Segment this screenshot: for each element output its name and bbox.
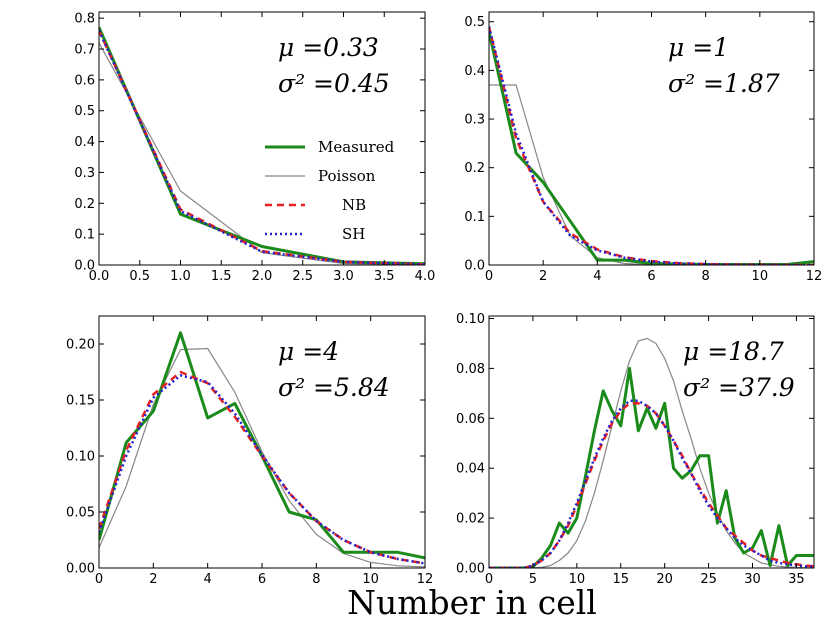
x-tick-label: 6 bbox=[258, 572, 266, 587]
y-tick-label: 0.02 bbox=[456, 512, 485, 527]
panel-1-frame bbox=[488, 11, 815, 266]
y-tick-label: 0.4 bbox=[74, 135, 95, 150]
y-tick-label: 0.10 bbox=[456, 312, 485, 327]
y-tick-label: 0.20 bbox=[66, 338, 95, 353]
x-tick-label: 12 bbox=[806, 269, 823, 284]
series-sh-line bbox=[489, 26, 814, 265]
series-poisson-line bbox=[99, 347, 425, 568]
x-tick-label: 0.0 bbox=[89, 269, 110, 284]
y-tick-label: 0.2 bbox=[464, 161, 485, 176]
panel-1-sigma: σ² =1.87 bbox=[668, 69, 780, 98]
y-tick-label: 0.8 bbox=[74, 12, 95, 27]
x-tick-label: 0 bbox=[95, 572, 103, 587]
series-sh-line bbox=[489, 399, 814, 568]
y-tick-label: 0.3 bbox=[74, 166, 95, 181]
x-tick-label: 2.5 bbox=[292, 269, 313, 284]
x-tick-label: 0.5 bbox=[129, 269, 150, 284]
y-tick-label: 0.0 bbox=[464, 259, 485, 274]
x-tick-label: 4 bbox=[204, 572, 212, 587]
panel-3: μ =18.7 σ² =37.9 0 5 10 15 20 25 30 35 0.00 0.02 0… bbox=[456, 312, 815, 587]
x-tick-label: 6 bbox=[647, 269, 655, 284]
x-tick-label: 12 bbox=[417, 572, 434, 587]
x-tick-label: 4 bbox=[593, 269, 601, 284]
panel-0-series bbox=[99, 26, 425, 265]
x-tick-label: 2.0 bbox=[252, 269, 273, 284]
x-tick-label: 8 bbox=[702, 269, 710, 284]
x-tick-label: 10 bbox=[752, 269, 769, 284]
legend-poisson-label: Poisson bbox=[318, 167, 376, 185]
x-tick-label: 20 bbox=[656, 572, 673, 587]
y-tick-label: 0.05 bbox=[66, 506, 95, 521]
panel-2: μ =4 σ² =5.84 0 2 4 6 8 10 12 0.00 0.05 0.10 0.15 0… bbox=[66, 315, 434, 587]
legend-nb-label: NB bbox=[342, 196, 366, 214]
panel-2-frame bbox=[98, 315, 426, 569]
y-tick-label: 0.00 bbox=[66, 562, 95, 577]
y-tick-label: 0.3 bbox=[464, 113, 485, 128]
panel-1-series bbox=[489, 26, 814, 265]
panel-3-series bbox=[489, 337, 814, 568]
x-tick-label: 10 bbox=[569, 572, 586, 587]
y-tick-label: 0.1 bbox=[74, 228, 95, 243]
y-tick-label: 0.04 bbox=[456, 462, 485, 477]
series-nb-line bbox=[99, 29, 425, 265]
series-measured-line bbox=[489, 366, 814, 568]
y-tick-label: 0.15 bbox=[66, 394, 95, 409]
y-tick-label: 0.1 bbox=[464, 210, 485, 225]
legend: Measured Poisson NB SH bbox=[265, 138, 395, 243]
x-tick-label: 30 bbox=[744, 572, 761, 587]
x-tick-label: 10 bbox=[362, 572, 379, 587]
y-tick-label: 0.06 bbox=[456, 412, 485, 427]
series-sh-line bbox=[99, 374, 425, 565]
panel-1: μ =1 σ² =1.87 0 2 4 6 8 10 12 0.0 0.1 0.2 0.3 0.4 0.… bbox=[464, 11, 823, 284]
y-tick-label: 0.00 bbox=[456, 562, 485, 577]
panel-2-series bbox=[99, 331, 425, 568]
panel-0: μ =0.33 σ² =0.45 Measured Poisson NB SH 0.0… bbox=[74, 11, 436, 284]
x-tick-label: 2 bbox=[539, 269, 547, 284]
x-tick-label: 2 bbox=[149, 572, 157, 587]
panel-3-sigma: σ² =37.9 bbox=[683, 373, 795, 402]
series-nb-line bbox=[489, 26, 814, 265]
panel-0-sigma: σ² =0.45 bbox=[278, 69, 390, 98]
x-tick-label: 3.0 bbox=[333, 269, 354, 284]
y-tick-label: 0.6 bbox=[74, 73, 95, 88]
x-tick-label: 0 bbox=[485, 269, 493, 284]
series-poisson-line bbox=[489, 337, 814, 568]
y-tick-label: 0.5 bbox=[464, 15, 485, 30]
y-tick-label: 0.4 bbox=[464, 64, 485, 79]
x-tick-label: 8 bbox=[312, 572, 320, 587]
series-measured-line bbox=[99, 331, 425, 560]
y-tick-label: 0.10 bbox=[66, 450, 95, 465]
x-tick-label: 15 bbox=[612, 572, 629, 587]
panel-2-mu: μ =4 bbox=[278, 337, 339, 366]
legend-measured-label: Measured bbox=[318, 138, 395, 156]
x-tick-label: 5 bbox=[529, 572, 537, 587]
panel-3-frame bbox=[488, 315, 815, 569]
x-tick-label: 3.5 bbox=[374, 269, 395, 284]
x-tick-label: 1.0 bbox=[170, 269, 191, 284]
y-tick-label: 0.0 bbox=[74, 259, 95, 274]
y-tick-label: 0.5 bbox=[74, 104, 95, 119]
panel-1-mu: μ =1 bbox=[668, 33, 729, 62]
x-tick-label: 25 bbox=[700, 572, 717, 587]
legend-sh-label: SH bbox=[342, 225, 365, 243]
series-measured-line bbox=[489, 31, 814, 265]
panel-3-mu: μ =18.7 bbox=[683, 337, 784, 366]
x-tick-label: 35 bbox=[788, 572, 805, 587]
y-tick-label: 0.2 bbox=[74, 197, 95, 212]
x-tick-label: 0 bbox=[485, 572, 493, 587]
x-tick-label: 4.0 bbox=[415, 269, 436, 284]
y-tick-label: 0.7 bbox=[74, 43, 95, 58]
y-tick-label: 0.08 bbox=[456, 362, 485, 377]
x-tick-label: 1.5 bbox=[211, 269, 232, 284]
panel-2-sigma: σ² =5.84 bbox=[278, 373, 390, 402]
x-axis-label: Number in cell bbox=[347, 583, 597, 622]
panel-0-mu: μ =0.33 bbox=[278, 33, 379, 62]
